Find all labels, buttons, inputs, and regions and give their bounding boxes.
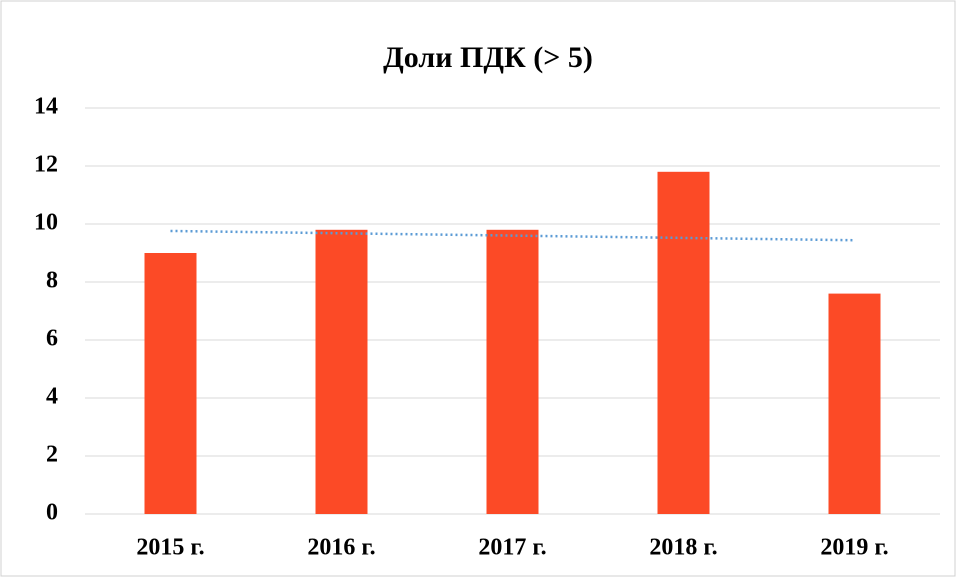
x-tick-label: 2018 г.	[649, 535, 717, 561]
y-tick-label: 2	[46, 442, 58, 468]
bar	[144, 253, 197, 514]
y-tick-label: 4	[46, 384, 58, 410]
bar	[486, 229, 539, 515]
y-tick-label: 10	[34, 210, 58, 236]
bar	[657, 171, 710, 515]
y-tick-label: 0	[46, 500, 58, 526]
bar	[315, 229, 368, 515]
chart-title: Доли ПДК (> 5)	[383, 41, 593, 74]
bar	[828, 293, 881, 514]
y-tick-label: 6	[46, 326, 58, 352]
x-tick-label: 2015 г.	[136, 535, 204, 561]
y-tick-label: 12	[34, 152, 58, 178]
trendline	[170, 229, 855, 242]
x-tick-label: 2017 г.	[478, 535, 546, 561]
x-tick-label: 2019 г.	[820, 535, 888, 561]
x-tick-label: 2016 г.	[307, 535, 375, 561]
y-tick-label: 8	[46, 268, 58, 294]
y-tick-label: 14	[34, 94, 58, 120]
